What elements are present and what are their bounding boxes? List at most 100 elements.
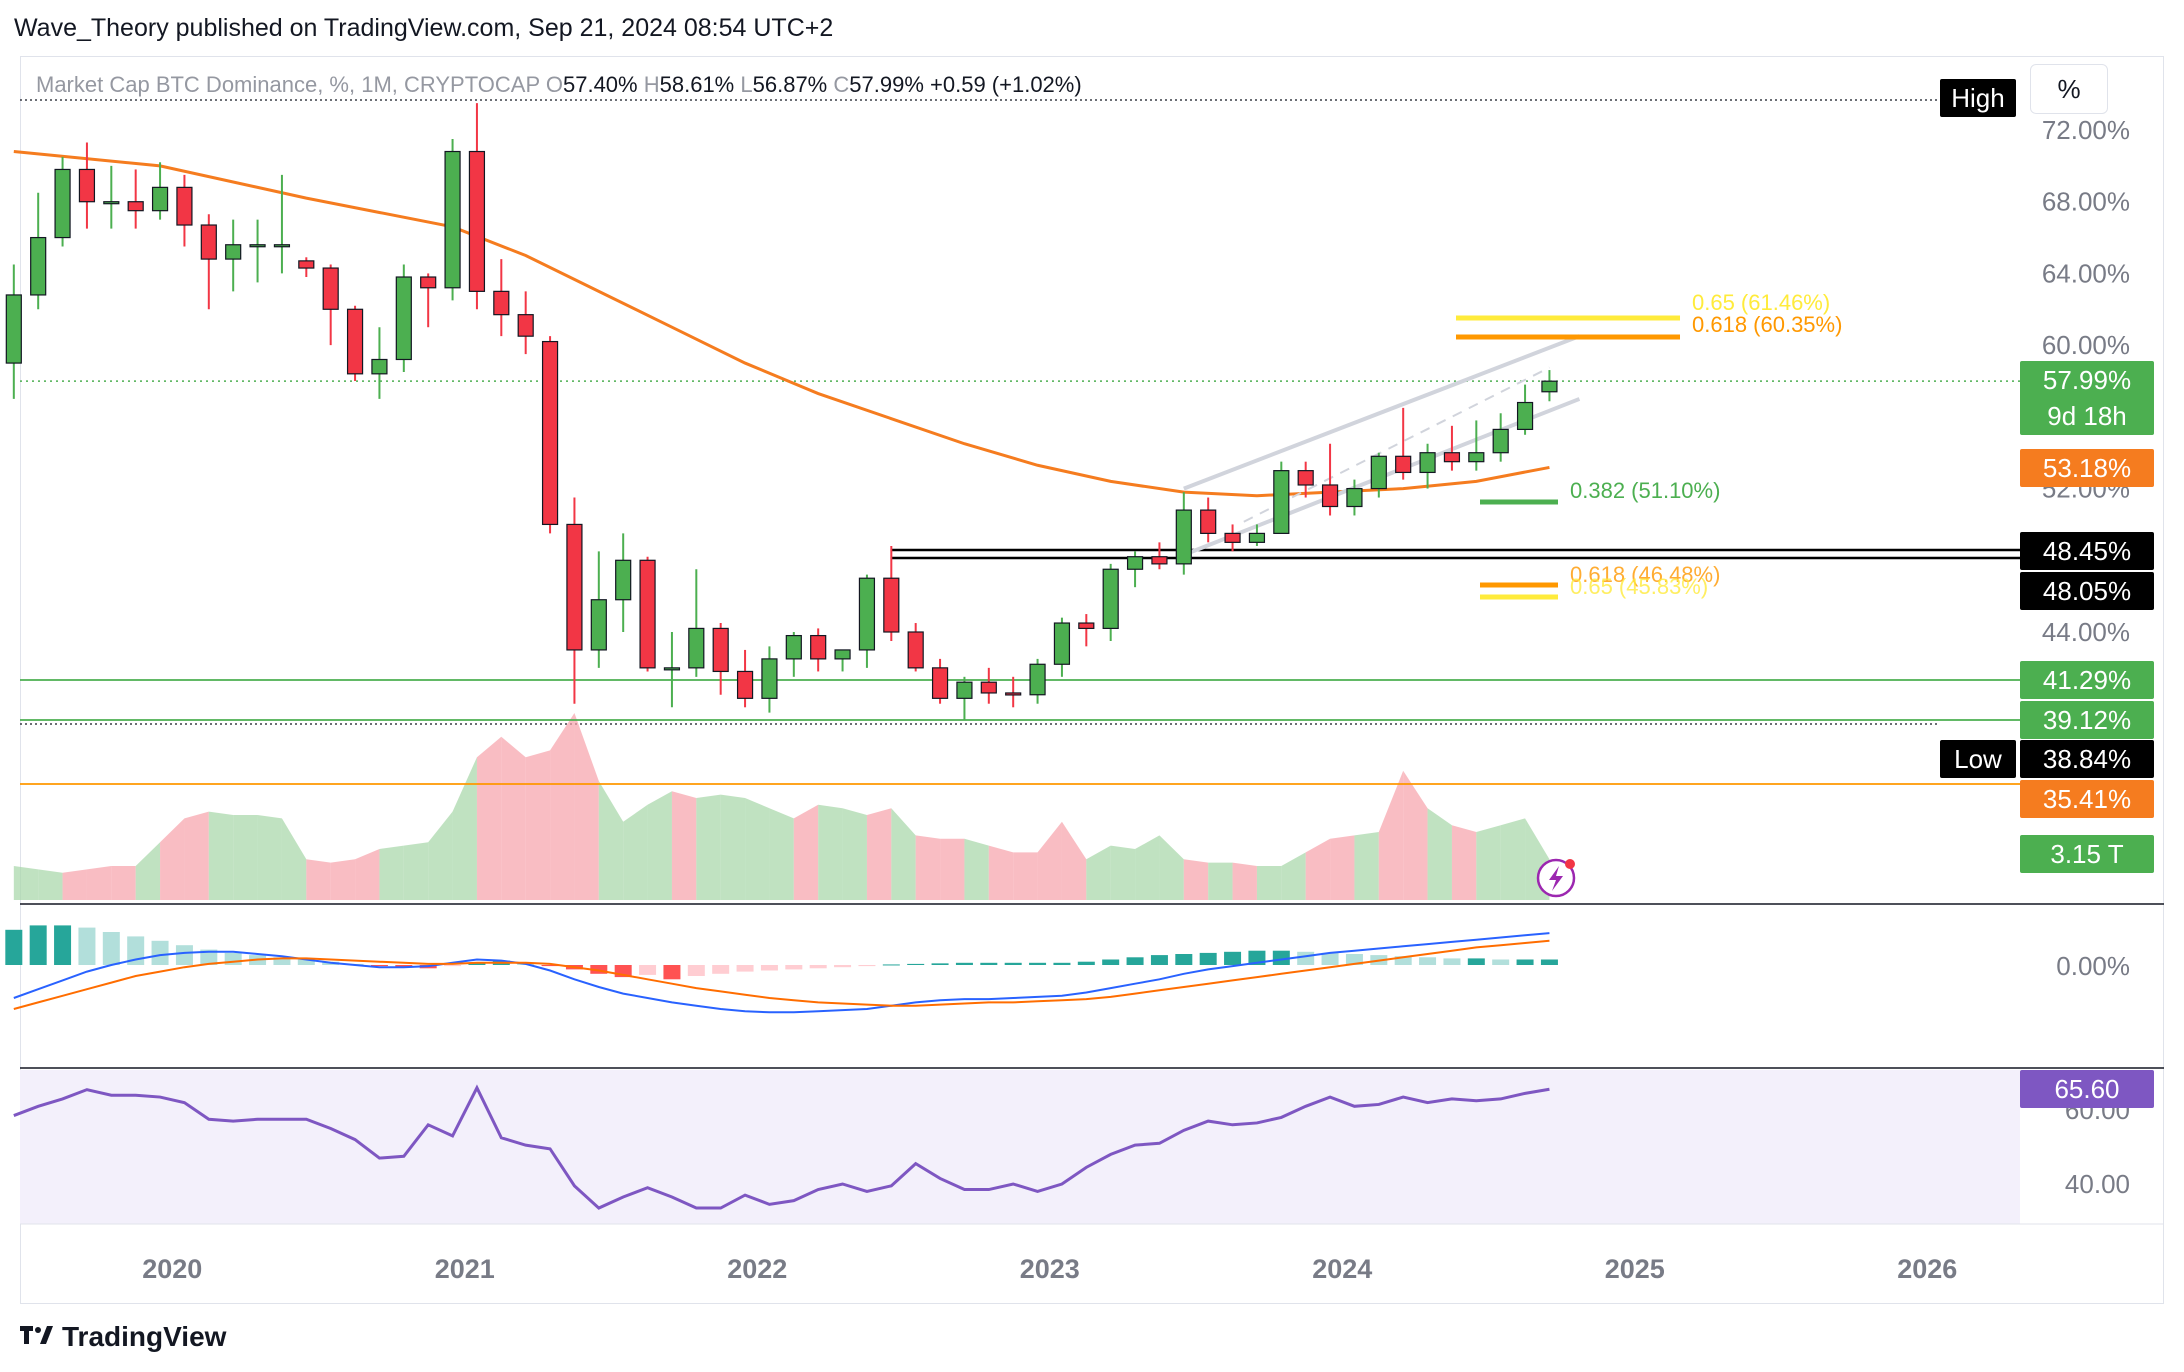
price-tag-box <box>2020 835 2154 873</box>
rsi-current-tag-box <box>2020 1070 2154 1108</box>
volume-area-segment <box>1061 821 1087 900</box>
macd-histogram-bar <box>1150 955 1168 965</box>
candle-body <box>615 559 632 601</box>
candle-body <box>736 670 754 699</box>
macd-histogram-bar <box>1394 956 1412 965</box>
candle-body <box>1516 401 1534 431</box>
candle-body <box>566 523 583 651</box>
macd-histogram-bar <box>834 965 852 968</box>
candle-body <box>249 244 266 248</box>
candle-body <box>956 681 973 699</box>
candle-body <box>1200 509 1217 534</box>
macd-histogram-bar <box>882 964 900 966</box>
price-tag-box <box>2020 572 2154 610</box>
candle-body <box>103 201 120 205</box>
volume-area-segment <box>355 849 380 900</box>
macd-histogram-bar <box>931 963 949 965</box>
macd-histogram-bar <box>541 965 559 967</box>
macd-histogram-bar <box>370 965 388 967</box>
candle-body <box>1321 484 1339 508</box>
candle-body <box>1053 622 1071 665</box>
volume-area-segment <box>940 838 965 900</box>
volume-area-segment <box>1159 835 1184 900</box>
percent-scale-button[interactable]: % <box>2030 64 2108 114</box>
price-tag-subtext: 9d 18h <box>2047 401 2127 431</box>
macd-histogram-bar <box>1540 959 1558 965</box>
volume-area-segment <box>1110 845 1136 900</box>
candle-body <box>1126 556 1144 570</box>
candle-body <box>420 276 437 289</box>
macd-histogram-bar <box>1102 959 1120 965</box>
macd-y-tick-label: 0.00% <box>2056 951 2130 981</box>
candle-body <box>1175 509 1192 565</box>
macd-histogram-bar <box>1419 957 1437 965</box>
macd-histogram-bar <box>444 965 462 967</box>
volume-area-segment <box>1354 832 1379 900</box>
volume-area-segment <box>1256 866 1282 900</box>
volume-area-segment <box>1378 770 1404 900</box>
legend-open: 57.40% <box>562 72 638 97</box>
main-y-tick-label: 68.00% <box>2042 187 2130 217</box>
candle-body <box>346 308 364 375</box>
macd-histogram-bar <box>1492 959 1510 965</box>
macd-histogram-bar <box>590 965 608 974</box>
volume-area-segment <box>745 798 770 900</box>
volume-area-segment <box>1232 862 1257 900</box>
volume-area-segment <box>525 750 551 900</box>
candle-body <box>322 267 339 310</box>
x-tick-label: 2023 <box>1020 1254 1080 1284</box>
candle-body <box>200 224 217 260</box>
candle-body <box>785 634 802 660</box>
x-tick-label: 2025 <box>1605 1254 1665 1284</box>
volume-area-segment <box>818 804 843 900</box>
moving-average-line <box>13 150 1550 498</box>
legend-change: +0.59 (+1.02%) <box>930 72 1082 97</box>
candle-body <box>1102 568 1119 630</box>
volume-area-segment <box>598 781 624 900</box>
volume-area-segment <box>1403 770 1428 900</box>
volume-area-segment <box>793 804 819 900</box>
volume-area-segment <box>379 845 404 900</box>
volume-area-segment <box>233 815 258 900</box>
legend-high: 58.61% <box>659 72 735 97</box>
macd-histogram-bar <box>1272 950 1290 965</box>
candle-body <box>931 667 949 699</box>
macd-histogram-bar <box>1175 954 1193 965</box>
volume-area-segment <box>62 869 87 900</box>
price-tag-box <box>2020 361 2154 435</box>
volume-area-segment <box>330 859 356 900</box>
volume-area-segment <box>160 818 185 900</box>
footer-brand-text: TradingView <box>62 1321 227 1352</box>
volume-area-segment <box>1037 821 1062 900</box>
x-tick-label: 2024 <box>1312 1254 1372 1284</box>
lightning-bolt-icon <box>1549 866 1563 891</box>
price-tag-text: 57.99% <box>2043 365 2131 395</box>
volume-area-segment <box>842 808 867 900</box>
volume-area-segment <box>257 815 282 900</box>
volume-area-segment <box>574 713 599 900</box>
rsi-band <box>20 1070 2020 1224</box>
volume-area-segment <box>1208 862 1233 900</box>
macd-histogram-bar <box>468 962 486 965</box>
macd-histogram-bar <box>639 965 657 975</box>
candle-body <box>712 627 729 673</box>
legend-high-label: H <box>643 72 660 97</box>
candle-body <box>493 290 510 316</box>
macd-histogram-bar <box>102 932 120 965</box>
macd-histogram-bar <box>736 965 754 972</box>
volume-area-segment <box>1281 852 1306 900</box>
fib-level-label: 0.65 (45.83%) <box>1570 574 1708 599</box>
volume-area-segment <box>13 866 39 900</box>
publisher-line: Wave_Theory published on TradingView.com… <box>14 14 834 42</box>
price-tag-box <box>2020 449 2154 487</box>
volume-area-segment <box>720 794 746 900</box>
price-tag-box <box>1940 79 2016 117</box>
macd-histogram-bar <box>712 965 730 974</box>
volume-area-segment <box>208 811 234 900</box>
candle-body <box>761 658 778 699</box>
macd-line <box>13 932 1550 1014</box>
macd-histogram-bar <box>687 965 705 976</box>
x-tick-label: 2026 <box>1897 1254 1957 1284</box>
price-tag-box <box>2020 701 2154 739</box>
